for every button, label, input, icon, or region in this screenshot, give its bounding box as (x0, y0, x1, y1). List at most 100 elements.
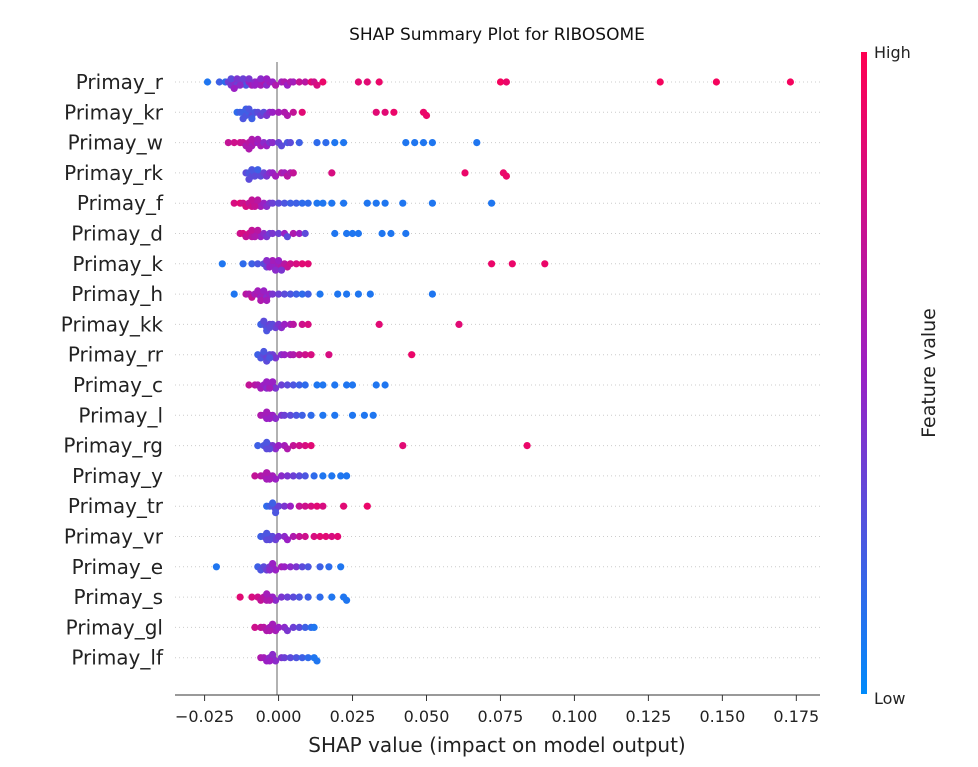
shap-point (263, 590, 271, 598)
shap-point (656, 78, 664, 86)
shap-point (289, 442, 297, 450)
shap-point (301, 229, 309, 238)
shap-point (289, 623, 297, 632)
shap-point (301, 472, 309, 480)
shap-point (348, 229, 357, 238)
shap-point (301, 78, 309, 86)
shap-point (230, 84, 238, 92)
shap-point (251, 81, 259, 89)
feature-label: Primay_rk (64, 161, 163, 185)
shap-point (263, 75, 271, 83)
shap-point (408, 351, 416, 359)
shap-point (230, 199, 238, 207)
shap-point (289, 78, 297, 86)
shap-point (272, 266, 280, 274)
shap-point (289, 532, 297, 541)
x-tick-label: 0.125 (625, 707, 671, 726)
shap-point (292, 199, 300, 207)
shap-point (283, 381, 291, 389)
shap-point (260, 317, 268, 325)
shap-point (298, 290, 306, 298)
shap-point (266, 596, 274, 604)
feature-label: Primay_rg (63, 434, 163, 458)
shap-point (269, 257, 277, 265)
shap-point (266, 445, 274, 453)
shap-point (286, 654, 294, 662)
shap-point (313, 139, 321, 147)
x-tick-label: 0.075 (478, 707, 524, 726)
shap-point (236, 593, 244, 601)
shap-point (295, 502, 303, 510)
shap-point (289, 229, 297, 238)
shap-point (366, 290, 374, 298)
shap-point (340, 199, 348, 207)
x-tick-label: 0.150 (699, 707, 745, 726)
shap-point (295, 381, 303, 389)
shap-point (272, 596, 280, 604)
shap-point (286, 199, 294, 207)
shap-point (473, 139, 481, 147)
shap-point (263, 529, 271, 537)
shap-point (319, 472, 327, 480)
shap-point (248, 135, 256, 143)
shap-point (301, 532, 309, 541)
shap-point (283, 111, 291, 120)
shap-point (428, 290, 436, 298)
shap-point (251, 233, 259, 241)
shap-point (334, 532, 342, 541)
shap-point (248, 115, 256, 123)
data-points (203, 75, 795, 665)
shap-point (295, 229, 303, 238)
shap-point (251, 202, 259, 210)
feature-label: Primay_c (73, 373, 163, 397)
x-axis-ticks: −0.025 0.000 0.025 0.050 0.075 0.100 0.125 0.15… (175, 695, 819, 726)
shap-point (508, 260, 516, 268)
feature-label: Primay_k (72, 252, 163, 276)
shap-point (712, 78, 721, 86)
shap-point (343, 596, 351, 604)
shap-point (280, 654, 289, 662)
shap-point (304, 563, 312, 571)
shap-point (239, 75, 247, 83)
shap-point (354, 229, 362, 238)
shap-point (354, 290, 362, 298)
shap-point (280, 502, 289, 510)
shap-point (266, 324, 274, 332)
shap-point (325, 563, 333, 571)
shap-point (269, 139, 277, 147)
shap-point (307, 502, 315, 510)
shap-point (263, 469, 271, 477)
shap-point (286, 139, 294, 147)
shap-point (275, 290, 283, 298)
shap-point (307, 442, 315, 450)
shap-point (419, 139, 428, 147)
shap-point (215, 78, 223, 86)
shap-point (272, 384, 280, 392)
shap-point (272, 354, 280, 362)
colorbar-low-label: Low (874, 689, 906, 708)
shap-point (363, 502, 371, 510)
shap-point (218, 260, 226, 268)
shap-point (325, 351, 333, 359)
shap-point (292, 563, 300, 571)
shap-point (230, 139, 238, 147)
shap-point (266, 384, 274, 392)
shap-point (236, 81, 244, 89)
shap-point (275, 502, 283, 510)
x-tick-label: 0.025 (330, 707, 376, 726)
shap-point (301, 442, 309, 450)
shap-point (269, 290, 277, 298)
shap-point (254, 226, 262, 234)
shap-point (307, 411, 315, 419)
feature-label: Primay_r (76, 70, 164, 94)
shap-point (348, 381, 357, 389)
shap-point (280, 290, 289, 298)
shap-point (313, 502, 321, 510)
shap-point (295, 472, 303, 480)
shap-point (245, 75, 253, 83)
shap-point (260, 347, 268, 356)
shap-point (375, 78, 383, 86)
shap-point (295, 623, 303, 632)
shap-point (313, 657, 321, 665)
shap-point (363, 78, 371, 86)
